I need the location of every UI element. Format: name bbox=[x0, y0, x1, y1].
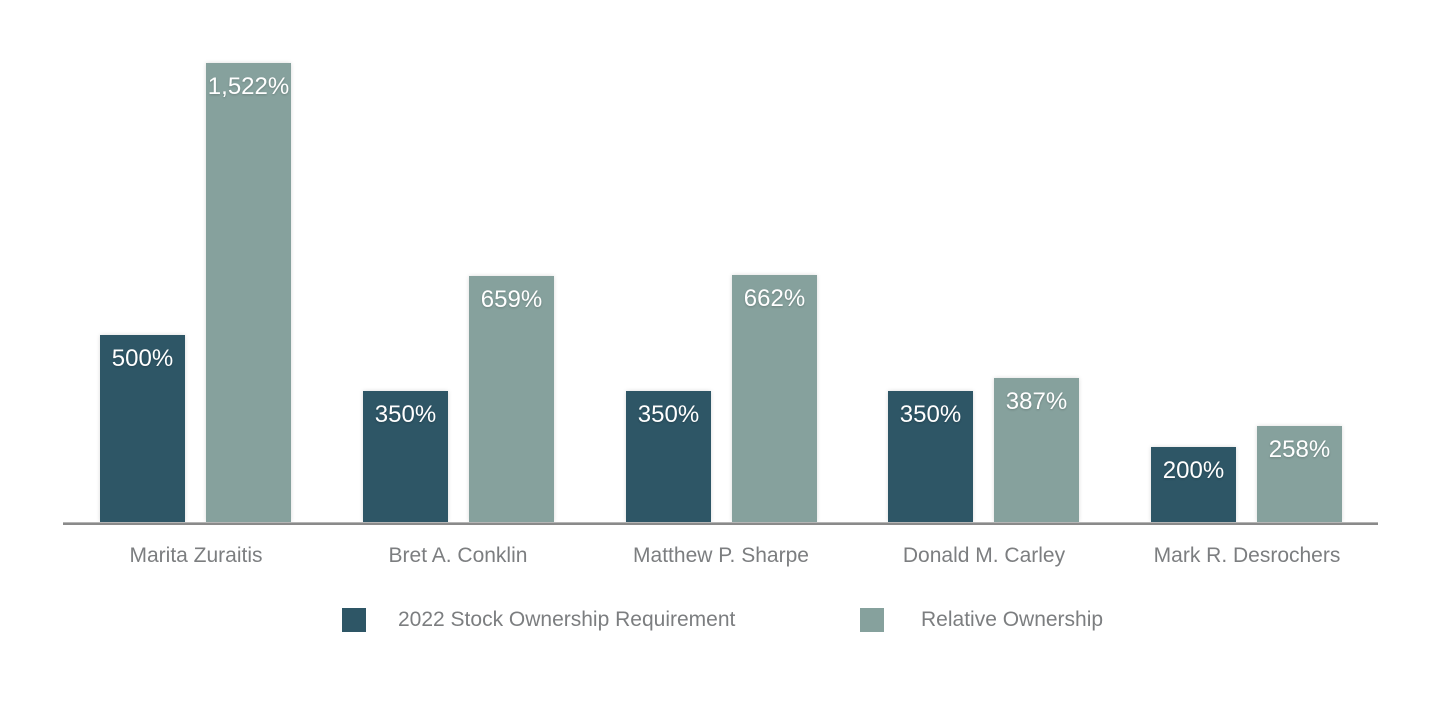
bar-relative-4: 387% bbox=[994, 378, 1079, 522]
bar-value-label: 387% bbox=[1005, 388, 1068, 415]
bar-relative-5: 258% bbox=[1257, 426, 1342, 522]
category-label-3: Matthew P. Sharpe bbox=[633, 544, 809, 567]
bar-requirement-1: 500% bbox=[100, 335, 185, 522]
legend-swatch-relative bbox=[860, 608, 884, 632]
legend-label-requirement: 2022 Stock Ownership Requirement bbox=[398, 608, 736, 631]
bar-relative-2: 659% bbox=[469, 276, 554, 522]
bar-value-label: 200% bbox=[1162, 457, 1225, 484]
bar-value-label: 662% bbox=[743, 285, 806, 312]
bar-value-label: 659% bbox=[480, 286, 543, 313]
bar-relative-1: 1,522% bbox=[206, 63, 291, 522]
bar-value-label: 350% bbox=[899, 401, 962, 428]
bar-requirement-5: 200% bbox=[1151, 447, 1236, 522]
bar-relative-3: 662% bbox=[732, 275, 817, 522]
legend-label-relative: Relative Ownership bbox=[921, 608, 1104, 631]
bar-requirement-3: 350% bbox=[626, 391, 711, 522]
bar-value-label: 258% bbox=[1268, 436, 1331, 463]
bar-value-label: 350% bbox=[637, 401, 700, 428]
bar-value-label: 1,522% bbox=[207, 73, 290, 100]
category-label-2: Bret A. Conklin bbox=[388, 544, 528, 567]
bar-value-label: 350% bbox=[374, 401, 437, 428]
legend-swatch-requirement bbox=[342, 608, 366, 632]
category-label-4: Donald M. Carley bbox=[902, 544, 1066, 567]
bar-value-label: 500% bbox=[111, 345, 174, 372]
x-axis-line bbox=[63, 522, 1378, 525]
bar-requirement-2: 350% bbox=[363, 391, 448, 522]
category-label-5: Mark R. Desrochers bbox=[1153, 544, 1341, 567]
category-label-1: Marita Zuraitis bbox=[129, 544, 263, 567]
bar-requirement-4: 350% bbox=[888, 391, 973, 522]
